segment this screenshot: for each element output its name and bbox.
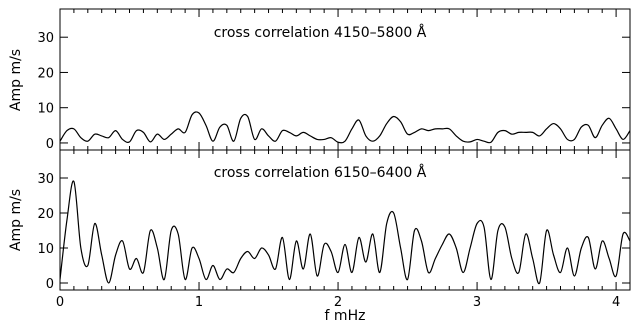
top-y-axis-label: Amp m/s [8, 49, 24, 111]
bottom-x-tick-label: 1 [195, 295, 203, 310]
top-y-tick-label: 20 [37, 66, 54, 81]
top-y-tick-label: 30 [37, 31, 54, 46]
bottom-y-tick-label: 30 [37, 172, 54, 187]
bottom-y-axis-label: Amp m/s [8, 189, 24, 251]
top-panel-title: cross correlation 4150–5800 Å [214, 24, 427, 41]
top-panel: cross correlation 4150–5800 Å Amp m/s 0 1… [8, 8, 631, 152]
top-y-tick-label: 10 [37, 102, 54, 117]
bottom-y-tick-label: 10 [37, 242, 54, 257]
bottom-panel-title: cross correlation 6150–6400 Å [214, 164, 427, 181]
bottom-plot-content: 0 10 20 30 0 1 2 3 4 [37, 150, 631, 310]
bottom-panel: cross correlation 6150–6400 Å Amp m/s f … [8, 149, 631, 324]
bottom-y-tick-label: 20 [37, 207, 54, 222]
top-plot-content: 0 10 20 30 [37, 9, 631, 152]
bottom-x-tick-label: 2 [334, 295, 342, 310]
bottom-y-tick-label: 0 [46, 277, 54, 292]
bottom-x-tick-label: 0 [56, 295, 64, 310]
x-axis-label: f mHz [325, 308, 366, 324]
top-y-tick-label: 0 [46, 137, 54, 152]
top-amplitude-series [60, 111, 630, 144]
bottom-plot-frame [59, 149, 631, 291]
bottom-x-tick-label: 4 [612, 295, 620, 310]
bottom-x-tick-label: 3 [473, 295, 481, 310]
bottom-amplitude-series [60, 180, 630, 285]
